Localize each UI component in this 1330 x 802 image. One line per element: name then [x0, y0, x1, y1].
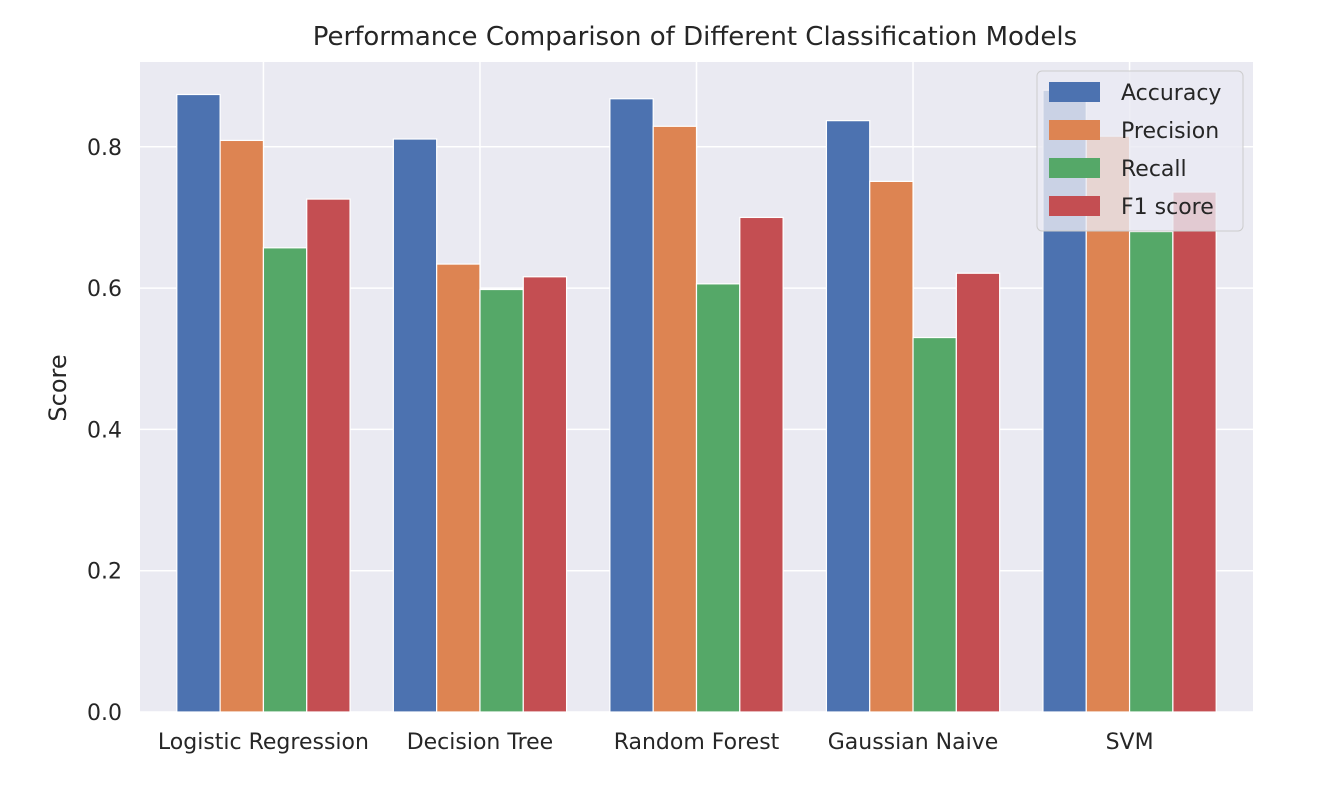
y-axis-label: Score — [44, 354, 72, 421]
bar-accuracy — [176, 93, 221, 713]
bars — [176, 89, 1217, 713]
legend-swatch — [1049, 196, 1100, 216]
legend-swatch — [1049, 158, 1100, 178]
bar-f1-score — [1172, 191, 1217, 713]
x-axis-ticks: Logistic Regression Decision Tree Random F… — [158, 730, 1154, 755]
bar-precision — [869, 180, 914, 713]
x-tick-label: Decision Tree — [407, 730, 554, 755]
legend-label: Precision — [1121, 119, 1219, 144]
bar-accuracy — [392, 138, 438, 713]
x-tick-label: Logistic Regression — [158, 730, 369, 755]
bar-f1-score — [739, 216, 784, 713]
legend-label: F1 score — [1121, 195, 1214, 220]
y-tick-label: 0.0 — [87, 701, 122, 726]
bar-f1-score — [306, 198, 351, 713]
x-tick-label: Gaussian Naive — [828, 730, 999, 755]
bar-precision — [1085, 135, 1131, 713]
y-tick-label: 0.2 — [87, 560, 122, 585]
legend-label: Recall — [1121, 157, 1187, 182]
bar-f1-score — [955, 272, 1001, 713]
bar-f1-score — [522, 276, 568, 713]
bar-recall — [695, 283, 741, 713]
bar-recall — [1128, 230, 1174, 713]
bar-precision — [436, 263, 481, 713]
bar-recall — [479, 288, 524, 713]
bar-accuracy — [825, 120, 871, 713]
legend: Accuracy Precision Recall F1 score — [1036, 70, 1244, 232]
legend-box — [1036, 70, 1244, 232]
y-tick-label: 0.6 — [87, 277, 122, 302]
y-tick-label: 0.8 — [87, 136, 122, 161]
bar-recall — [912, 336, 957, 713]
bar-precision — [652, 125, 698, 713]
bar-accuracy — [609, 98, 654, 713]
y-axis-ticks: 0.0 0.2 0.4 0.6 0.8 — [87, 136, 122, 726]
legend-label: Accuracy — [1121, 81, 1221, 106]
x-tick-label: SVM — [1106, 730, 1154, 755]
y-tick-label: 0.4 — [87, 418, 122, 443]
chart-title: Performance Comparison of Different Clas… — [313, 22, 1077, 52]
legend-swatch — [1049, 120, 1100, 140]
legend-swatch — [1049, 82, 1100, 102]
bar-recall — [262, 247, 308, 713]
x-tick-label: Random Forest — [614, 730, 780, 755]
bar-precision — [219, 139, 265, 713]
